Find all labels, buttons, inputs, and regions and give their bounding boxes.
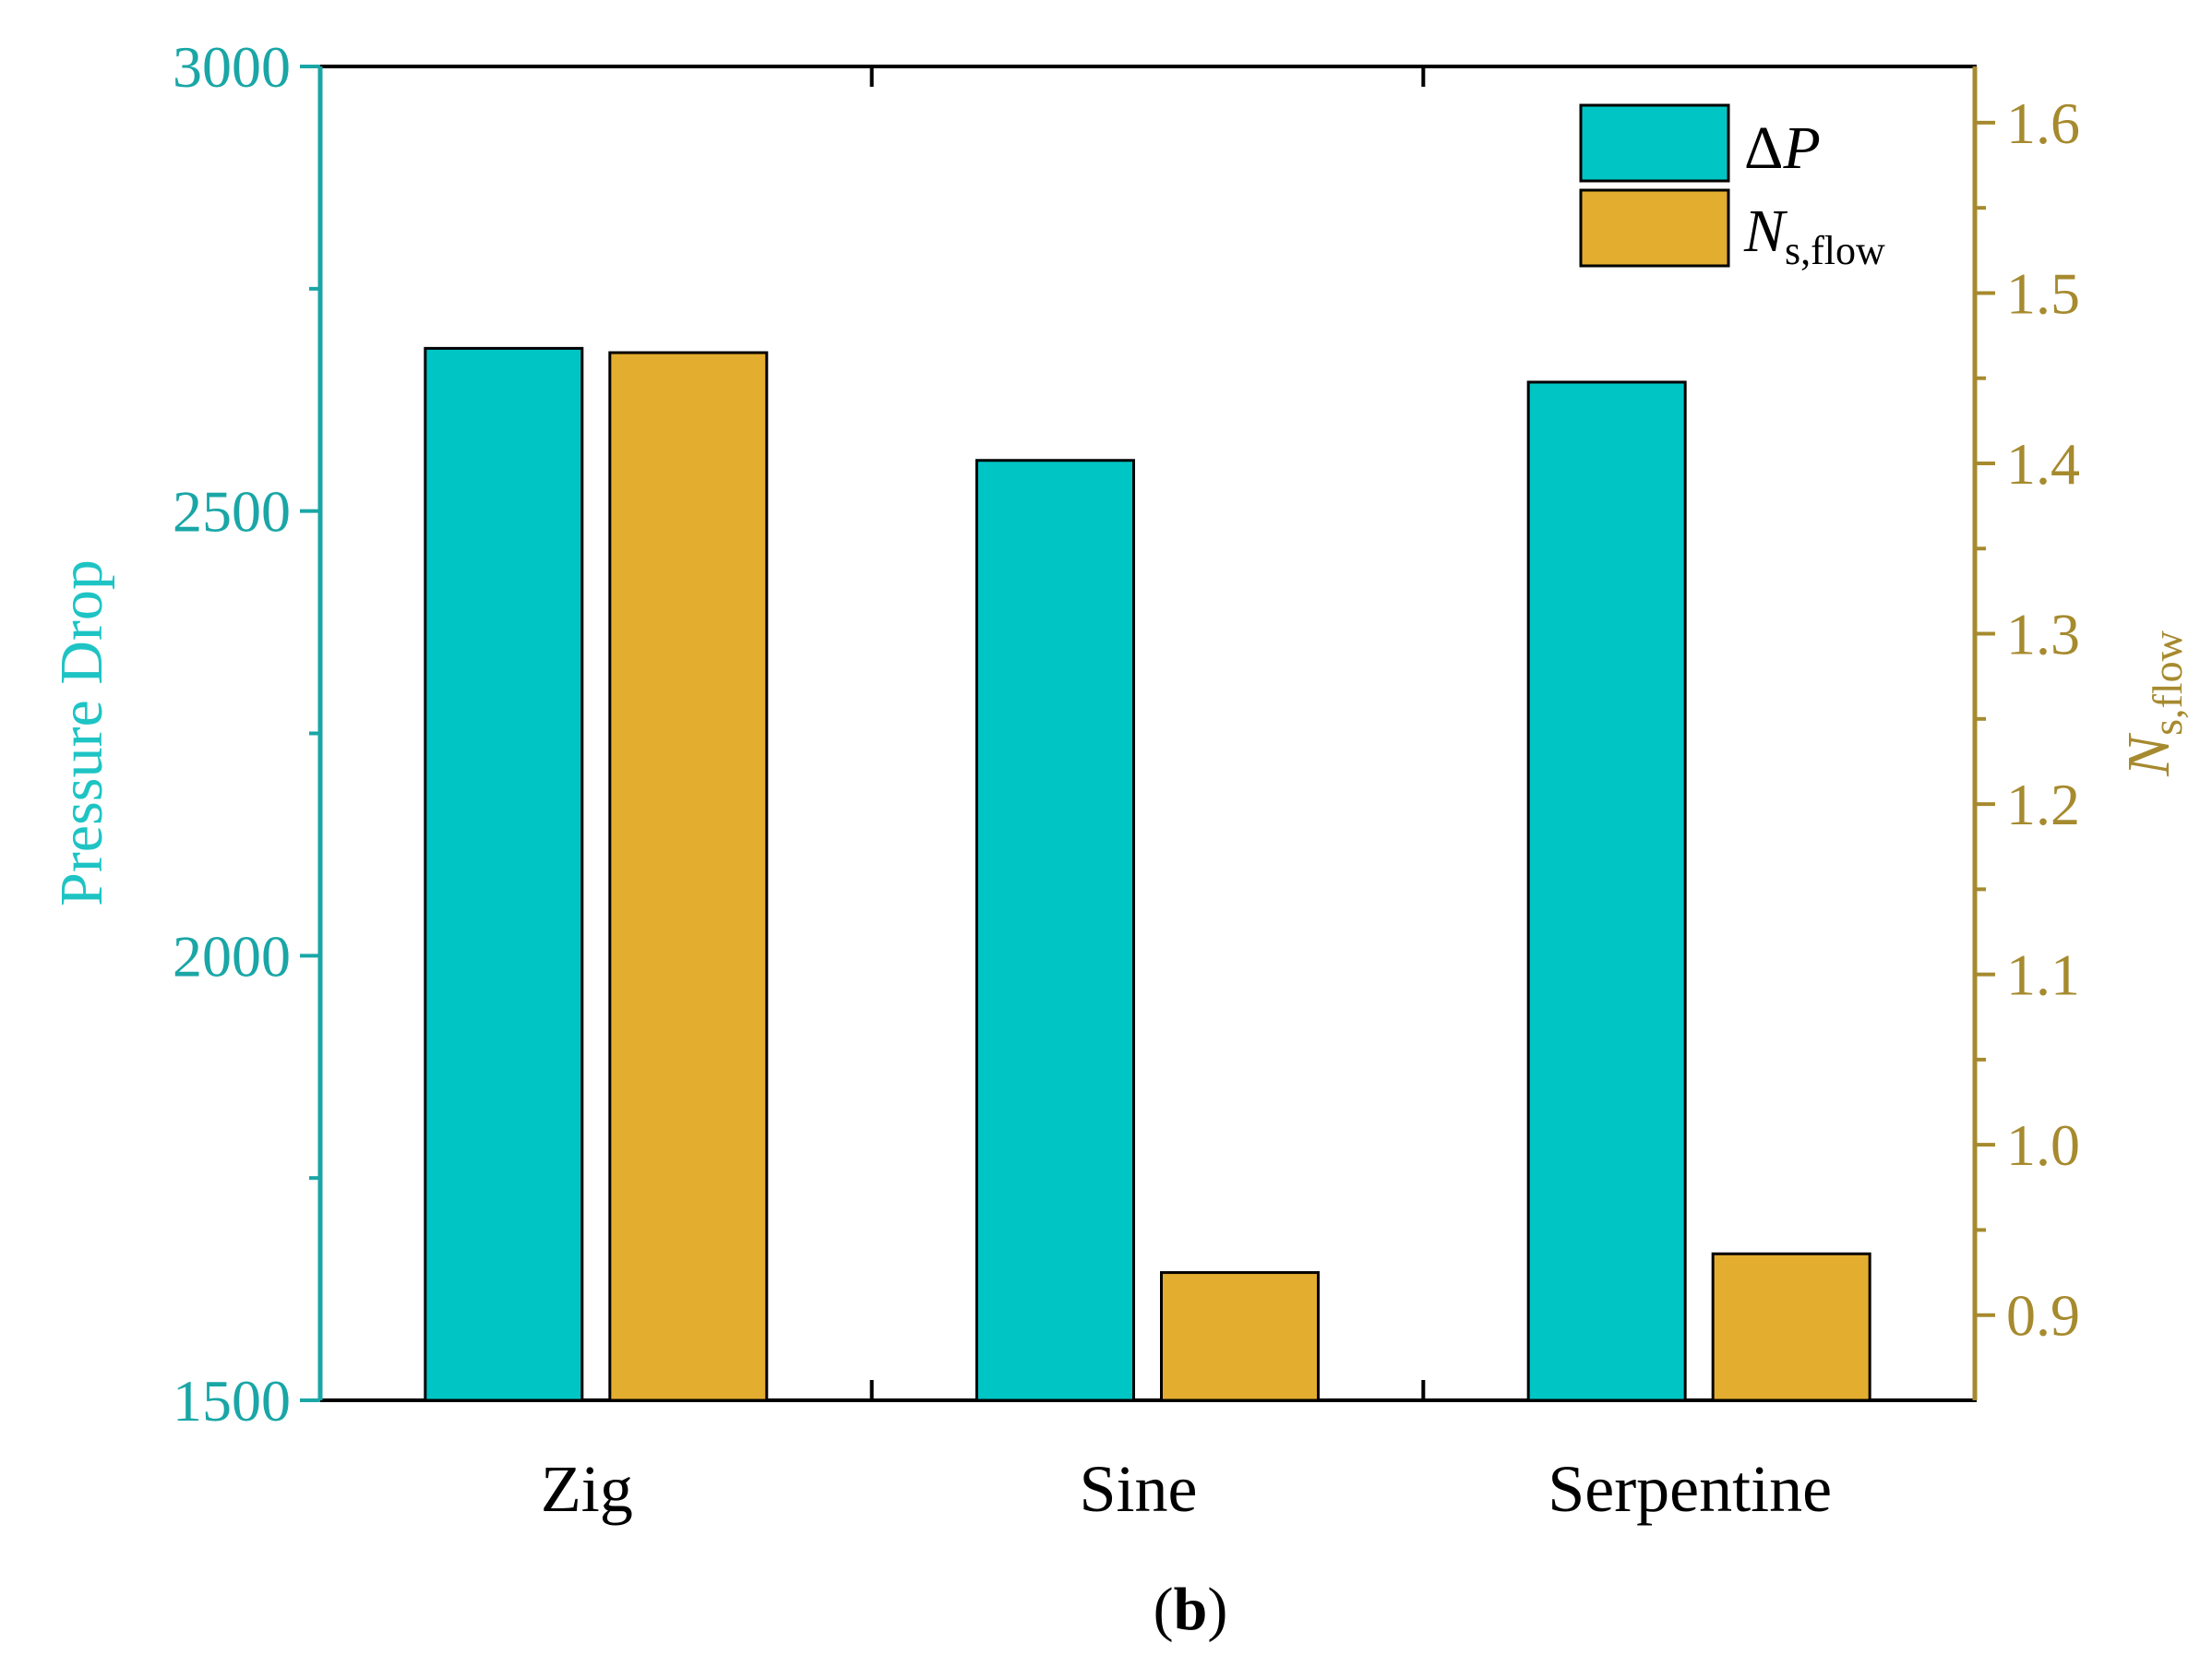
right-tick-label: 1.1 (2006, 942, 2080, 1008)
right-axis-ticks: 0.9 1.0 1.1 1.2 1.3 1.4 1.5 1.6 (1975, 90, 2080, 1349)
legend-swatch-ns (1579, 188, 1730, 268)
right-tick-label: 1.6 (2006, 90, 2080, 156)
left-tick-label: 1500 (173, 1368, 291, 1434)
right-tick-label: 1.2 (2006, 772, 2080, 837)
left-tick-label: 2500 (173, 479, 291, 545)
bar-ns-flow (1160, 1271, 1320, 1402)
legend-label-ns: Ns,flow (1743, 198, 1885, 273)
left-tick-label: 3000 (173, 34, 291, 100)
bar-ns-flow (1711, 1252, 1871, 1402)
right-tick-label: 1.0 (2006, 1112, 2080, 1178)
x-axis-category-labels: Zig Sine Serpentine (541, 1452, 1832, 1526)
left-axis-ticks: 1500 2000 2500 3000 (173, 34, 320, 1434)
bar-ns-flow (608, 351, 769, 1402)
x-axis-ticks (869, 66, 1426, 1400)
left-axis-label: Pressure Drop (48, 559, 115, 906)
figure-caption: (b) (1154, 1576, 1228, 1643)
x-category-label: Serpentine (1548, 1452, 1832, 1526)
right-tick-label: 0.9 (2006, 1283, 2080, 1349)
bar-pressure-drop (975, 459, 1135, 1402)
right-axis-label: Ns,flow (2115, 630, 2191, 777)
x-category-label: Sine (1079, 1452, 1197, 1526)
right-tick-label: 1.3 (2006, 602, 2080, 667)
legend-label-dp: ΔP (1744, 114, 1821, 182)
right-axis-label-sub: s,flow (2144, 630, 2191, 736)
x-category-label: Zig (541, 1452, 633, 1526)
bar-pressure-drop (424, 346, 584, 1402)
right-tick-label: 1.5 (2006, 260, 2080, 326)
left-tick-label: 2000 (173, 923, 291, 989)
bar-pressure-drop (1526, 380, 1687, 1402)
legend-swatch-dp (1579, 103, 1730, 183)
right-axis-label-main: N (2115, 732, 2182, 777)
legend: ΔP Ns,flow (1579, 103, 1885, 273)
right-tick-label: 1.4 (2006, 431, 2080, 497)
bars (424, 346, 1871, 1402)
